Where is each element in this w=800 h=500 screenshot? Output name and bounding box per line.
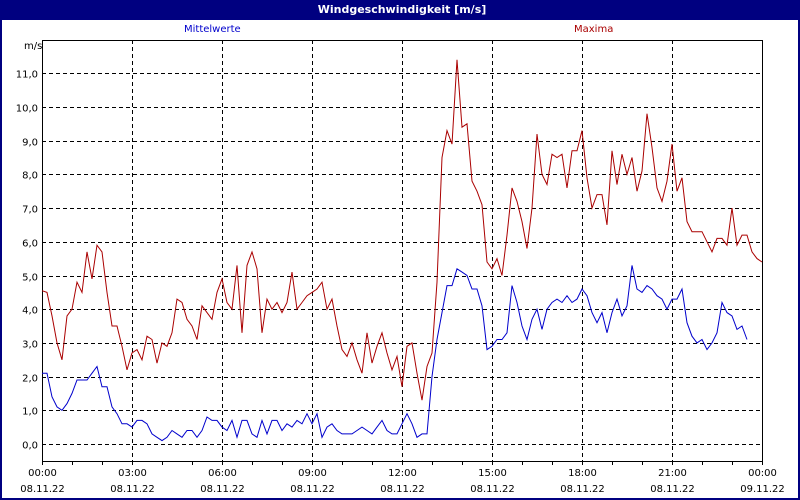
x-tick-time: 06:00 <box>208 468 237 479</box>
x-tick-time: 12:00 <box>388 468 417 479</box>
y-tick-label: 6,0 <box>22 239 38 250</box>
x-tick-date: 08.11.22 <box>470 484 515 495</box>
y-tick-label: 8,0 <box>22 171 38 182</box>
x-tick-time: 03:00 <box>118 468 147 479</box>
axes <box>42 40 763 465</box>
y-tick-label: 9,0 <box>22 138 38 149</box>
y-tick-label: 5,0 <box>22 273 38 284</box>
x-axis-labels: 00:00 08.11.22 03:00 08.11.22 06:00 08.11.22 0… <box>20 468 785 495</box>
y-tick-label: 11,0 <box>16 70 38 81</box>
x-tick-date: 08.11.22 <box>290 484 335 495</box>
x-tick-date: 08.11.22 <box>380 484 425 495</box>
legend-max-label: Maxima <box>574 24 614 35</box>
x-tick-time: 21:00 <box>658 468 687 479</box>
x-tick-time: 18:00 <box>568 468 597 479</box>
x-tick-date: 08.11.22 <box>110 484 155 495</box>
x-tick-date: 08.11.22 <box>20 484 65 495</box>
x-tick-time: 00:00 <box>748 468 777 479</box>
x-tick-time: 15:00 <box>478 468 507 479</box>
x-tick-date: 08.11.22 <box>200 484 245 495</box>
y-tick-label: 3,0 <box>22 340 38 351</box>
y-tick-label: 10,0 <box>16 104 38 115</box>
y-tick-label: 4,0 <box>22 306 38 317</box>
x-tick-date: 09.11.22 <box>740 484 785 495</box>
y-tick-label: 7,0 <box>22 205 38 216</box>
y-axis-labels: 0,0 1,0 2,0 3,0 4,0 5,0 6,0 7,0 8,0 9,0 10,0 11,0 <box>16 70 38 452</box>
x-tick-time: 00:00 <box>28 468 57 479</box>
series-maxima-line <box>41 59 763 401</box>
window-title: Windgeschwindigkeit [m/s] <box>2 0 800 20</box>
legend-mean-label: Mittelwerte <box>184 24 241 35</box>
x-tick-time: 09:00 <box>298 468 327 479</box>
grid-lines <box>42 40 762 461</box>
y-tick-label: 2,0 <box>22 374 38 385</box>
x-tick-date: 08.11.22 <box>560 484 605 495</box>
series-mean-line <box>42 265 748 442</box>
y-axis-unit: m/s <box>24 41 42 52</box>
y-tick-label: 1,0 <box>22 407 38 418</box>
y-tick-label: 0,0 <box>22 441 38 452</box>
x-tick-date: 08.11.22 <box>650 484 695 495</box>
